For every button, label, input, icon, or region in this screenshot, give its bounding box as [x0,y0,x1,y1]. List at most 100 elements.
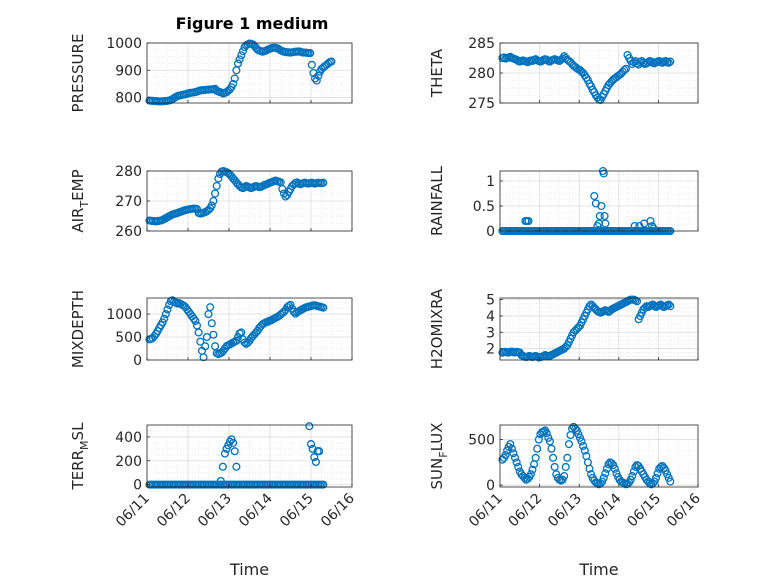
data-point [550,462,559,471]
data-point [196,337,205,346]
data-point [510,453,520,462]
data-point [600,211,609,221]
data-point [319,178,328,187]
data-point [214,174,223,183]
data-point [238,47,247,56]
data-point [599,169,608,178]
data-point [664,300,673,309]
data-point [220,449,229,458]
data-point [609,461,618,470]
data-point [199,353,208,362]
data-point [191,316,200,326]
data-point [207,201,216,210]
data-point [212,181,221,191]
subplot-4: 0 0.5 1 RAINFALL [428,165,699,240]
data-point [237,51,246,60]
data-point [563,453,572,462]
data-point [635,221,644,231]
data-point [579,441,588,451]
data-point [240,338,249,347]
data-point [230,74,239,83]
data-point [286,300,295,309]
data-point [158,318,167,327]
data-point [580,446,589,455]
data-point [278,184,287,194]
y-tick-label: 900 [115,63,142,79]
y-axis-label: RAINFALL [428,165,446,236]
y-tick-label: 0 [486,224,495,240]
data-point [310,453,319,462]
y-tick-label: 1000 [106,36,142,52]
data-point [206,303,215,312]
data-point [533,444,542,453]
data-point [558,475,567,484]
x-axis-label: Time [578,560,618,579]
y-tick-label: 5 [486,293,495,309]
data-point [233,59,243,68]
data-point [621,64,630,73]
subplot-5: 0 500 1000 MIXDEPTH [69,290,353,369]
data-point [545,437,554,446]
data-point [312,76,321,85]
data-point [163,305,172,314]
data-point [232,462,241,471]
y-tick-label: 2 [486,342,495,358]
data-point [506,440,515,449]
data-point [544,433,553,442]
data-point [564,440,573,449]
y-tick-label: 1 [486,174,495,190]
subplot-3: 260 270 280 AIRTEMP [69,164,353,240]
y-axis-label: MIXDEPTH [69,290,87,368]
data-point [542,429,551,438]
data-point [574,430,583,439]
y-axis-label: THETA [428,48,446,98]
y-tick-label: 285 [468,36,495,52]
data-point [666,57,675,66]
data-point [531,453,540,462]
data-point [209,196,218,206]
data-point [207,319,216,328]
y-tick-label: 500 [468,433,495,449]
data-point [306,440,316,449]
subplot-1: 800 900 1000 PRESSURE [69,34,353,113]
data-point [661,466,670,475]
data-point [314,71,323,80]
data-point [319,303,328,312]
data-point [666,477,675,486]
data-point [307,60,316,69]
data-point [651,473,661,482]
y-axis-label: PRESSURE [69,34,87,113]
data-point [590,191,599,201]
data-point [599,473,608,482]
y-tick-label: 200 [115,454,142,470]
y-tick-label: 400 [115,430,142,446]
data-point [628,472,637,481]
data-point [549,453,558,462]
data-point [161,310,170,319]
data-point [229,79,238,88]
data-point [630,221,639,231]
y-tick-label: 280 [115,164,142,180]
data-point [650,477,659,486]
y-tick-label: 0.5 [473,199,495,215]
data-point [646,216,655,226]
data-point [663,470,672,479]
data-point [524,216,533,226]
axes-box [499,297,699,361]
data-point [194,328,203,337]
y-tick-label: 3 [486,325,495,341]
data-point [612,469,621,478]
data-point [216,476,225,486]
data-point [575,433,585,442]
y-tick-label: 800 [115,91,142,107]
data-point [311,457,320,467]
data-point [319,480,328,489]
data-point [585,302,594,311]
y-tick-label: 0 [486,478,495,494]
data-point [547,444,556,453]
data-point [602,464,611,473]
y-axis-label: H2OMIXRA [428,288,446,369]
data-point [509,449,518,458]
data-point [560,472,569,481]
